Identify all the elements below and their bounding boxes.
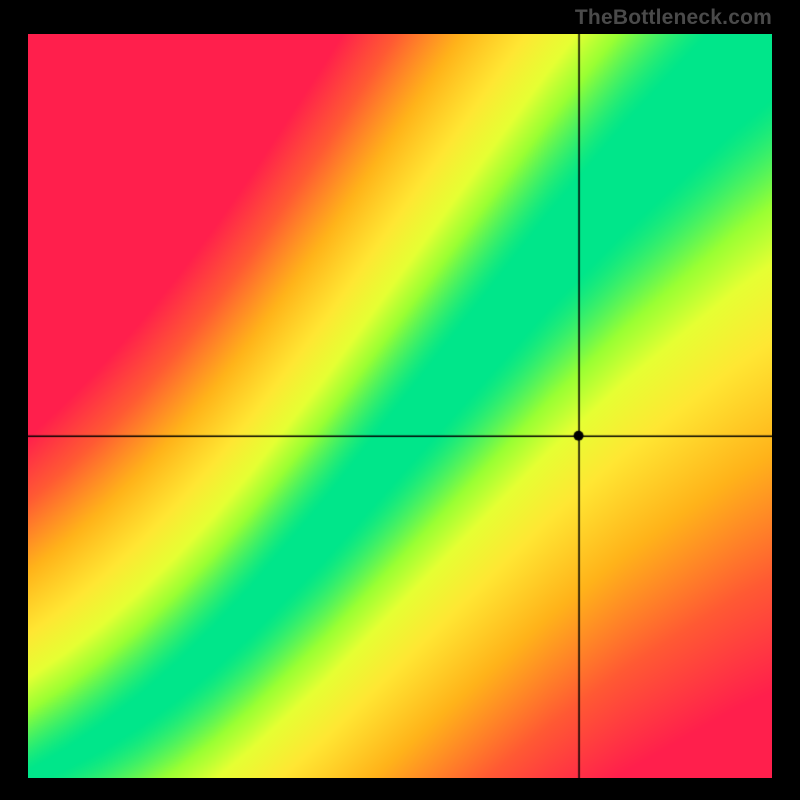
chart-container: TheBottleneck.com xyxy=(0,0,800,800)
watermark-text: TheBottleneck.com xyxy=(575,6,772,30)
bottleneck-heatmap xyxy=(28,34,772,778)
